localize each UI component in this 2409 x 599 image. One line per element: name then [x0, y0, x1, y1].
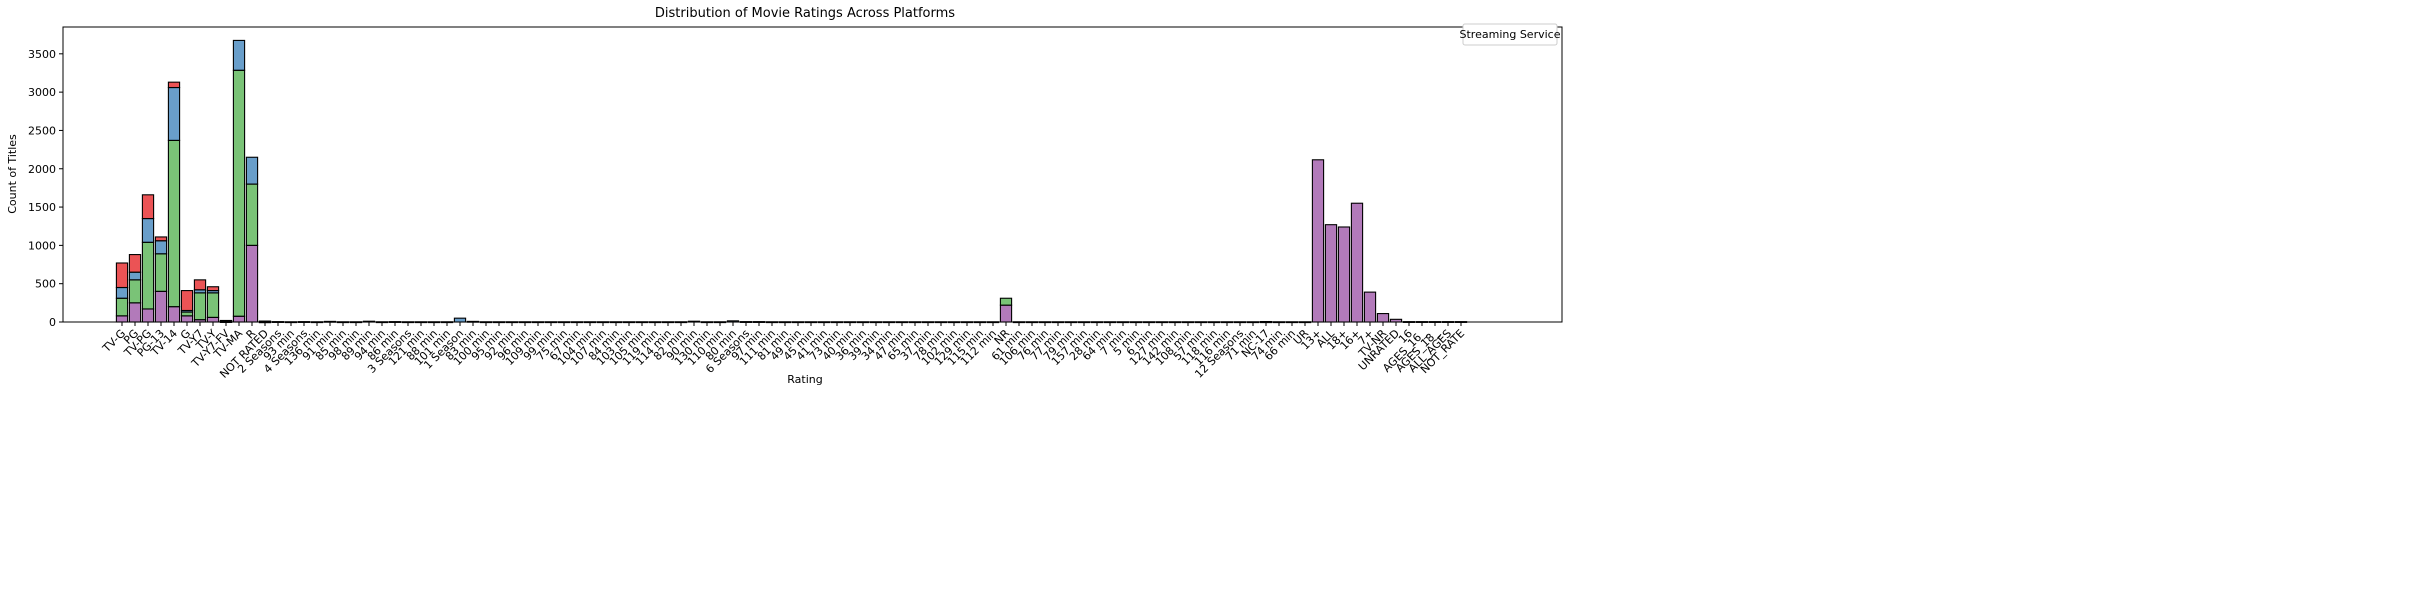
bar-segment [154, 253, 168, 292]
y-tick-label: 2000 [28, 163, 56, 176]
y-tick-label: 1500 [28, 201, 56, 214]
bar-segment [180, 290, 194, 312]
bar-segment [1311, 159, 1325, 323]
bar-segment [453, 317, 467, 323]
bar-segment [141, 241, 155, 310]
bar-segment [154, 236, 168, 242]
legend: Streaming Service [1460, 23, 1561, 46]
legend-box [1462, 23, 1558, 46]
bar-segment [128, 279, 142, 304]
bar-segment [193, 292, 207, 321]
bar-segment [154, 290, 168, 323]
bar-segment [167, 139, 181, 308]
bar-segment [206, 292, 220, 318]
bar-segment [141, 308, 155, 323]
bar-segment [232, 39, 246, 71]
chart-title: Distribution of Movie Ratings Across Pla… [655, 6, 955, 21]
y-tick-label: 0 [49, 316, 56, 329]
y-tick-label: 3000 [28, 86, 56, 99]
bar-segment [206, 316, 220, 323]
bar-segment [232, 315, 246, 323]
y-tick-label: 500 [35, 278, 56, 291]
bar-segment [245, 156, 259, 185]
bar-segment [1363, 291, 1377, 323]
bar-segment [180, 315, 194, 323]
legend-title: Streaming Service [1460, 28, 1561, 41]
bar-segment [219, 319, 233, 322]
bar-segment [245, 244, 259, 323]
bar-segment [115, 297, 129, 317]
bars [115, 39, 1468, 324]
bar-segment [115, 286, 129, 299]
y-tick-label: 2500 [28, 124, 56, 137]
bar-segment [1324, 224, 1338, 323]
bar-segment [206, 286, 220, 292]
bar-segment [128, 302, 142, 323]
bar-segment [154, 240, 168, 255]
bar-segment [167, 306, 181, 323]
y-tick-label: 3500 [28, 48, 56, 61]
bar-segment [193, 279, 207, 291]
bar-segment [128, 254, 142, 273]
bar-segment [167, 86, 181, 141]
bar-segment [1337, 226, 1351, 323]
bar-segment [1376, 313, 1390, 323]
bar-segment [245, 183, 259, 246]
bar-segment [141, 218, 155, 243]
y-axis: 0 500 1000 1500 2000 2500 3000 3500 [28, 48, 63, 329]
x-axis: TV-GPGTV-PGPG-13TV-14GTV-Y7TV-YTV-Y7-FVT… [99, 322, 1467, 381]
bar-segment [167, 81, 181, 89]
y-axis-title: Count of Titles [6, 134, 19, 214]
bar-segment [232, 69, 246, 317]
y-tick-label: 1000 [28, 239, 56, 252]
x-axis-title: Rating [787, 373, 822, 386]
bar-segment [180, 311, 194, 317]
bar-segment [115, 262, 129, 289]
bar-segment [999, 304, 1013, 323]
bar-segment [141, 194, 155, 220]
bar-segment [1350, 202, 1364, 323]
bar-segment [128, 271, 142, 281]
plot-frame [62, 26, 1563, 323]
bar-segment [999, 297, 1013, 306]
bar-segment [115, 315, 129, 323]
